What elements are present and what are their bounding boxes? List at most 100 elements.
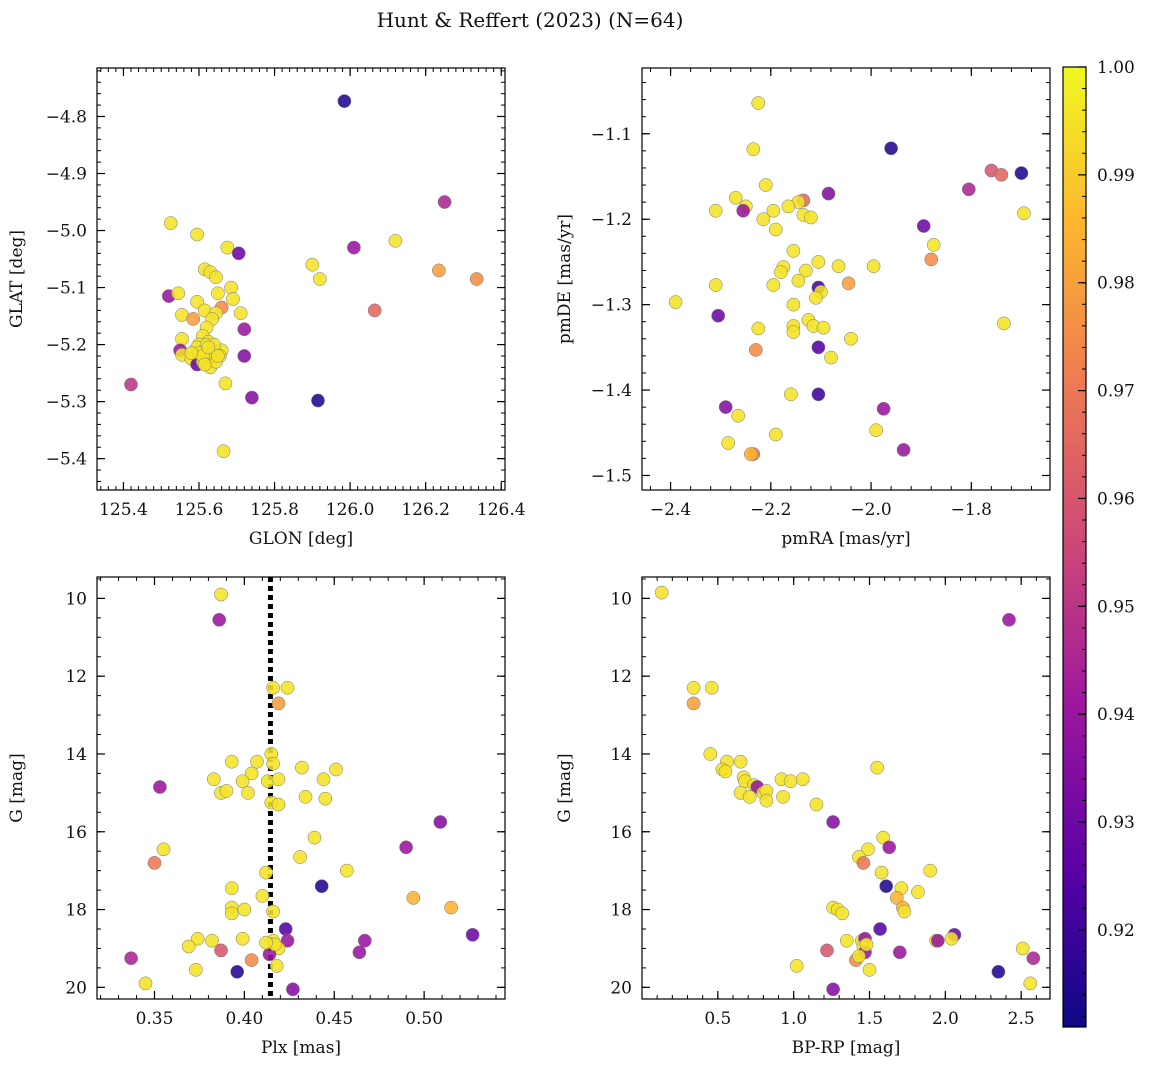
scatter-point [237,902,252,917]
x-tick-label: 0.40 [225,1009,263,1029]
scatter-point [786,325,801,339]
colorbar-tick-label: 1.00 [1097,58,1135,78]
colorbar-tick-label: 0.98 [1097,274,1135,294]
x-tick-label: 125.8 [250,500,299,520]
scatter-point [224,906,239,921]
scatter-point [824,350,838,365]
colorbar-gradient [1062,66,1087,1028]
x-tick-label: −2.4 [650,500,691,520]
scatter-point [751,96,766,110]
scatter-point [839,933,854,948]
y-tick-label: −1.5 [591,466,632,486]
y-tick-label: −5.2 [46,336,87,356]
scatter-point [163,216,178,230]
scatter-point [406,891,421,905]
scatter-point [367,303,382,318]
scatter-point [138,976,153,991]
x-tick-label: 0.45 [315,1009,353,1029]
scatter-point [280,680,295,695]
scatter-point [703,747,718,761]
y-axis-label: GLAT [deg] [7,230,27,328]
scatter-point [783,774,798,789]
colorbar-tick-label: 0.99 [1097,166,1135,186]
y-tick-label: 12 [610,667,632,687]
scatter-point [809,290,823,305]
scatter-point [255,889,270,903]
scatter-point [866,259,881,274]
scatter-point [862,962,877,977]
points-glon-glat [124,94,484,459]
points-bprp-g [654,585,1041,997]
panel-plx-g: 0.35 0.40 0.45 0.50 10 12 14 16 18 20 Plx [mas] G [… [7,576,506,1058]
scatter-point [1017,206,1031,221]
scatter-point [759,793,774,808]
scatter-point [153,780,167,794]
x-axis-label: BP-RP [mag] [792,1038,901,1058]
scatter-point [224,754,239,769]
scatter-point [743,447,758,461]
points-pmra-pmde [668,96,1031,461]
x-tick-label: 1.0 [780,1009,807,1029]
scatter-point [668,295,683,309]
scatter-point [259,935,273,950]
x-axis-label: Plx [mas] [261,1038,341,1058]
y-tick-label: 10 [65,589,87,609]
x-tick-label: 0.5 [704,1009,731,1029]
scatter-point [786,243,801,258]
scatter-point [728,190,743,205]
scatter-point [897,904,912,919]
scatter-point [781,199,796,214]
y-tick-label: 18 [65,901,87,921]
scatter-point [337,94,352,108]
scatter-point [654,585,669,600]
y-tick-label: 16 [65,823,87,843]
scatter-point [244,766,259,781]
scatter-point [856,856,871,870]
scatter-point [266,904,280,919]
scatter-point [795,772,810,787]
scatter-point [816,320,831,335]
scatter-point [201,340,216,355]
scatter-point [835,906,850,921]
scatter-point [1026,951,1041,966]
scatter-point [1023,976,1038,991]
scatter-point [266,756,280,771]
colorbar-tick-label: 0.97 [1097,382,1135,402]
scatter-point [768,222,783,237]
scatter-point [278,922,293,936]
points-plx-g [124,587,480,997]
colorbar-tick-label: 0.93 [1097,813,1135,833]
scatter-point [388,233,403,248]
scatter-point [269,959,284,973]
scatter-point [686,680,701,695]
scatter-point [295,760,309,775]
scatter-point [318,791,333,806]
scatter-point [733,754,748,769]
colorbar-tick-label: 0.96 [1097,489,1135,509]
x-tick-label: 126.2 [401,500,450,520]
scatter-point [280,933,295,948]
x-tick-label: 0.35 [136,1009,174,1029]
scatter-point [313,272,327,286]
scatter-point [861,842,875,857]
scatter-point [896,443,911,457]
scatter-point [876,401,891,416]
scatter-point [237,322,252,337]
scatter-point [190,931,205,946]
scatter-point [704,680,719,695]
scatter-point [214,943,228,958]
scatter-point [244,953,259,967]
scatter-point [352,945,367,960]
y-axis-label: G [mag] [7,753,27,822]
y-tick-label: 14 [65,745,87,765]
colorbar-tick-label: 0.94 [1097,705,1135,725]
scatter-point [756,212,771,227]
scatter-point [811,255,826,269]
scatter-point [873,922,887,936]
scatter-panels: 125.4 125.6 125.8 126.0 126.2 126.4 −4.8 −4.9 −5… [7,67,1051,1058]
scatter-point [826,982,840,997]
scatter-point [820,943,834,958]
scatter-point [316,772,331,787]
scatter-point [216,444,231,459]
